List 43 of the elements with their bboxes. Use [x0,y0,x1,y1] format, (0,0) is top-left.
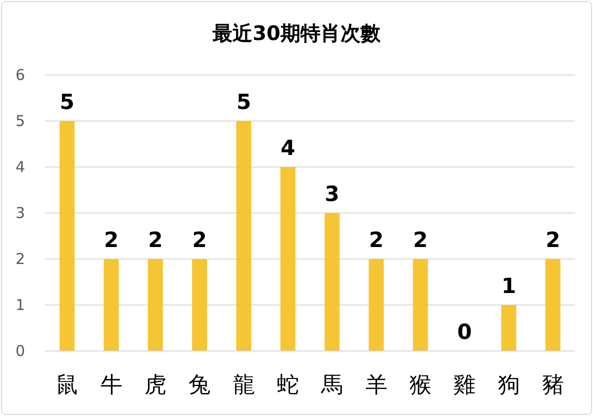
chart-title: 最近30期特肖次數 [212,21,382,45]
data-label: 0 [457,320,472,344]
data-label: 4 [280,136,296,160]
x-tick-label: 馬 [320,373,344,398]
y-tick-label: 5 [15,112,25,130]
bar [280,167,296,351]
x-tick-label: 虎 [144,373,166,398]
data-label: 5 [236,90,252,114]
bar [412,259,428,351]
x-tick-label: 龍 [232,373,255,398]
data-label: 2 [413,228,428,252]
data-label: 2 [368,228,384,252]
x-tick-label: 牛 [100,373,122,398]
bar [236,121,252,351]
y-tick-label: 3 [15,204,25,222]
data-label: 2 [104,228,119,252]
x-tick-label: 豬 [542,373,564,398]
x-tick-label: 猴 [409,373,432,398]
bar [501,305,516,351]
x-tick-label: 狗 [498,373,520,398]
data-label: 1 [501,274,516,298]
bar [192,259,208,351]
bar [324,213,340,351]
x-tick-label: 羊 [365,373,388,398]
y-tick-label: 0 [15,342,25,360]
bar [104,259,119,351]
bar [148,259,163,351]
data-label: 2 [546,228,560,252]
x-tick-label: 兔 [188,373,211,398]
data-label: 2 [192,228,207,252]
x-tick-label: 蛇 [276,373,299,398]
bar [60,121,75,351]
x-tick-label: 雞 [454,373,476,398]
y-tick-label: 1 [15,296,25,314]
y-tick-label: 4 [15,158,25,176]
data-label: 3 [324,182,340,206]
y-tick-label: 6 [15,66,25,84]
y-tick-label: 2 [15,250,25,268]
bar [368,259,384,351]
data-label: 2 [148,228,163,252]
data-label: 5 [60,90,74,114]
bar [545,259,560,351]
x-tick-label: 鼠 [56,373,78,398]
